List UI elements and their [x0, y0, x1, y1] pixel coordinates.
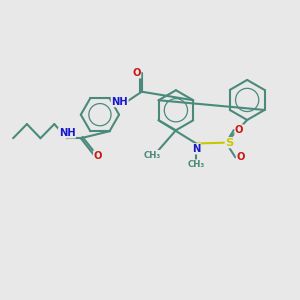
Text: NH: NH — [111, 97, 128, 107]
Text: NH: NH — [59, 128, 75, 138]
Text: S: S — [225, 138, 234, 148]
Text: N: N — [192, 144, 200, 154]
Text: O: O — [236, 152, 245, 162]
Text: O: O — [235, 125, 244, 135]
Text: CH₃: CH₃ — [188, 160, 205, 169]
Text: CH₃: CH₃ — [143, 151, 161, 160]
Text: O: O — [94, 151, 102, 161]
Text: O: O — [132, 68, 141, 78]
